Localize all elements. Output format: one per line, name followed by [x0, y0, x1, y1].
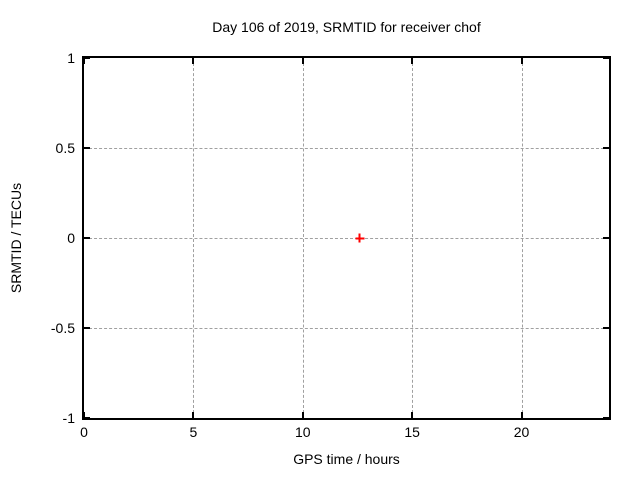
y-axis-title: SRMTID / TECUs [8, 182, 24, 294]
x-tick-label: 15 [404, 424, 420, 440]
x-tick-label: 20 [513, 424, 530, 440]
y-tick-mark-right [603, 147, 609, 149]
x-axis-title: GPS time / hours [293, 451, 400, 467]
y-tick-mark-left [84, 57, 90, 59]
y-tick-label: -1 [62, 410, 75, 426]
y-tick-mark-right [603, 57, 609, 59]
y-tick-label: 1 [67, 50, 75, 66]
x-tick-mark-top [192, 58, 195, 64]
y-gridline [84, 328, 609, 329]
x-tick-label: 5 [189, 424, 198, 440]
data-point-marker [355, 233, 365, 243]
plot-area: 0 5 10 15 20 1 0.5 0 -0.5 -1 [51, 50, 611, 440]
x-tick-mark-top [83, 58, 85, 64]
y-gridline [84, 238, 609, 239]
y-tick-mark-right [603, 327, 609, 329]
y-tick-label: 0.5 [55, 140, 75, 156]
x-tick-mark-top [411, 58, 414, 64]
y-tick-mark-right [603, 237, 609, 239]
y-tick-mark-left [84, 417, 90, 419]
x-tick-label: 10 [294, 424, 311, 440]
y-tick-label: -0.5 [50, 320, 75, 336]
x-tick-mark-bottom [192, 412, 195, 418]
y-tick-mark-left [84, 237, 90, 239]
x-tick-mark-bottom [411, 412, 414, 418]
y-tick-mark-left [84, 327, 90, 329]
x-tick-mark-top [520, 58, 523, 64]
x-tick-mark-bottom [301, 412, 304, 418]
x-tick-mark-bottom [83, 412, 85, 418]
y-tick-label: 0 [67, 230, 75, 246]
x-tick-label: 0 [80, 424, 88, 440]
x-tick-mark-top [301, 58, 304, 64]
y-gridline [84, 148, 609, 149]
y-tick-mark-left [84, 147, 90, 149]
chart-title: Day 106 of 2019, SRMTID for receiver cho… [212, 19, 481, 35]
y-tick-mark-right [603, 417, 609, 419]
x-tick-mark-bottom [520, 412, 523, 418]
plus-marker-vertical-bar [358, 233, 361, 243]
